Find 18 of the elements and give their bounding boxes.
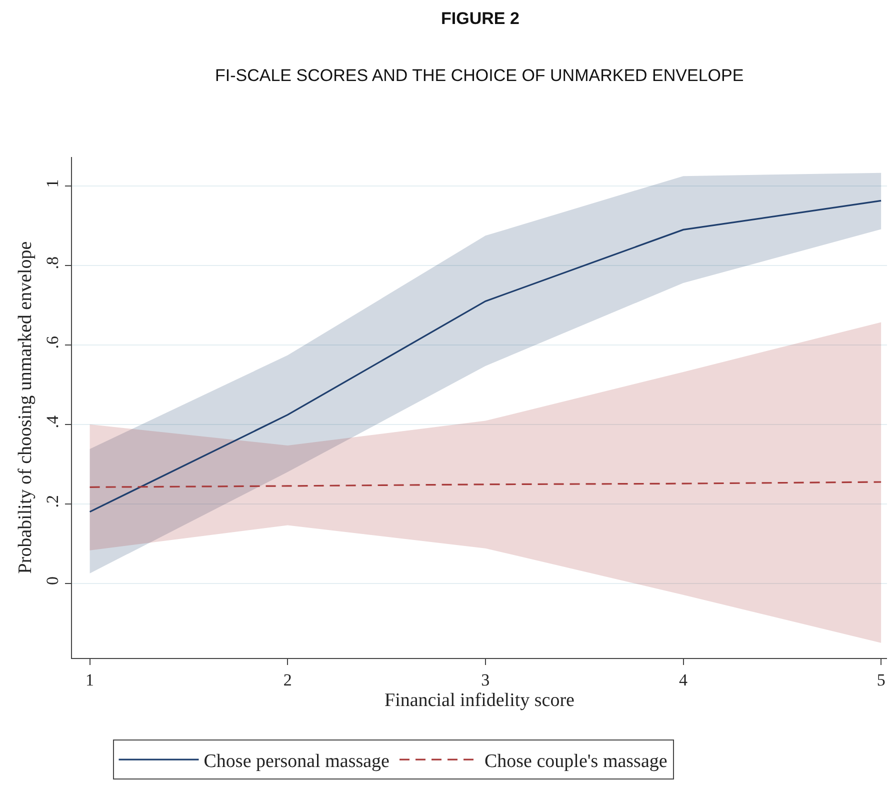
x-axis-title: Financial infidelity score bbox=[384, 690, 574, 712]
legend-label: Chose couple's massage bbox=[484, 750, 668, 772]
x-tick-label: 2 bbox=[283, 670, 292, 690]
y-tick-label: .6 bbox=[43, 336, 62, 349]
x-tick-label: 4 bbox=[679, 670, 688, 690]
y-tick-label: 1 bbox=[43, 179, 62, 188]
line-series bbox=[89, 200, 882, 513]
x-tick-label: 5 bbox=[876, 670, 886, 690]
x-tick-label: 3 bbox=[481, 670, 490, 690]
x-tick-label: 1 bbox=[86, 670, 94, 690]
chart-subtitle: FI-SCALE SCORES AND THE CHOICE OF UNMARKED ENVELOPE bbox=[215, 66, 744, 85]
y-tick-label: 0 bbox=[43, 576, 62, 586]
y-axis-title: Probability of choosing unmarked envelope bbox=[15, 241, 36, 574]
y-tick-label: .2 bbox=[43, 494, 62, 508]
y-tick-label: .4 bbox=[43, 414, 62, 428]
y-tick-label: .8 bbox=[43, 256, 62, 270]
chart-title: FIGURE 2 bbox=[441, 9, 520, 28]
legend-label: Chose personal massage bbox=[204, 750, 390, 772]
